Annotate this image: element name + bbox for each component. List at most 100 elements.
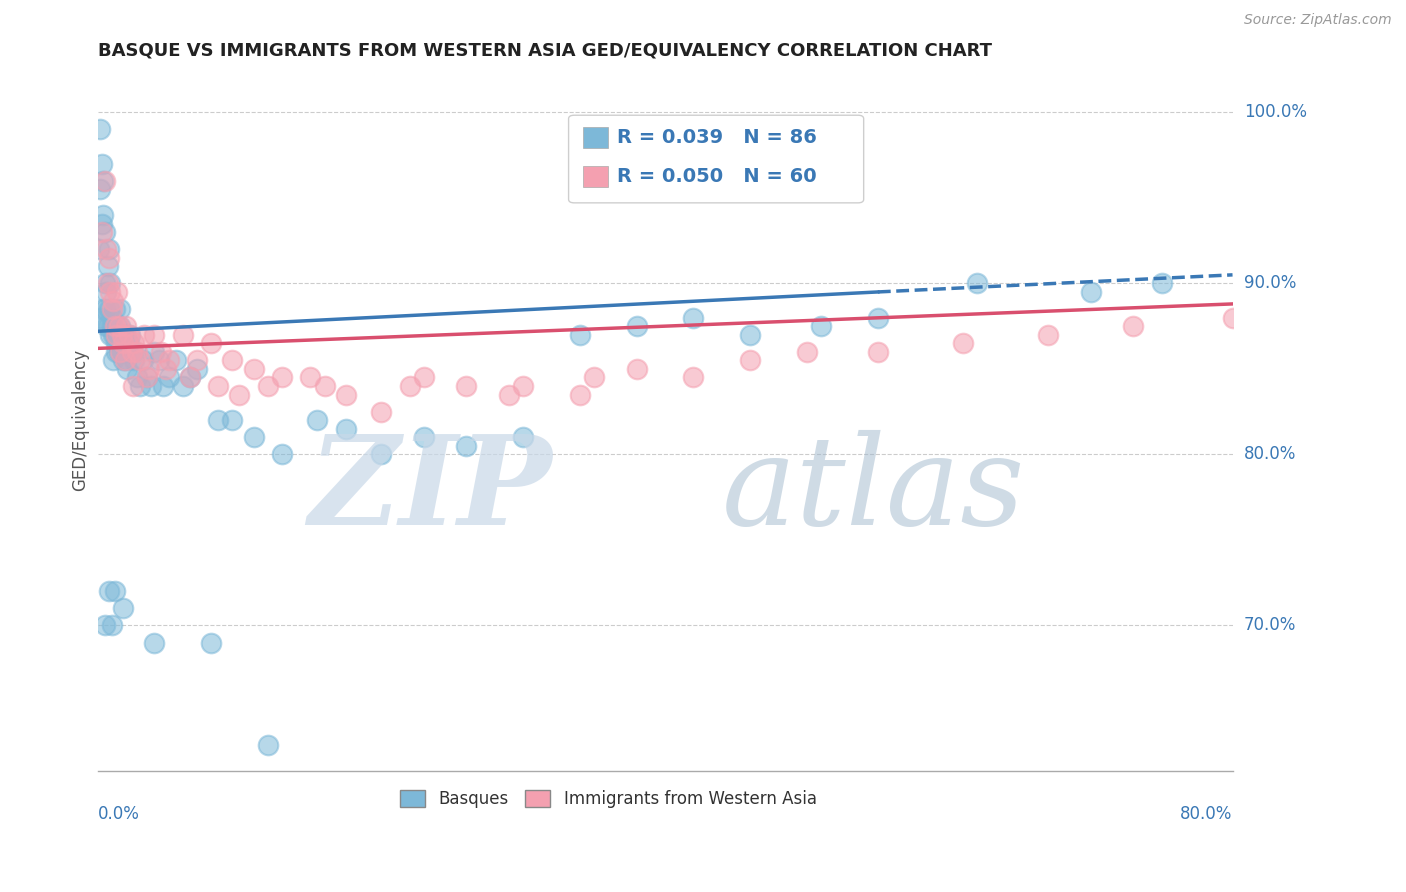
Point xyxy=(172,379,194,393)
Point xyxy=(93,301,115,316)
Point xyxy=(299,370,322,384)
Text: BASQUE VS IMMIGRANTS FROM WESTERN ASIA GED/EQUIVALENCY CORRELATION CHART: BASQUE VS IMMIGRANTS FROM WESTERN ASIA G… xyxy=(97,42,991,60)
Point xyxy=(124,336,146,351)
Text: 0.0%: 0.0% xyxy=(97,805,139,823)
Point xyxy=(122,379,145,393)
Point xyxy=(143,327,166,342)
Point xyxy=(105,336,128,351)
Point xyxy=(143,635,166,649)
Point xyxy=(172,327,194,342)
Point xyxy=(221,353,243,368)
Point xyxy=(370,447,392,461)
Point xyxy=(314,379,336,393)
FancyBboxPatch shape xyxy=(568,115,863,202)
Point xyxy=(108,344,131,359)
Point xyxy=(91,208,114,222)
Point xyxy=(129,353,152,368)
Point xyxy=(97,242,120,256)
Point xyxy=(111,344,134,359)
Point xyxy=(117,362,139,376)
Point xyxy=(101,327,124,342)
Point xyxy=(114,327,136,342)
Point xyxy=(97,251,120,265)
Point xyxy=(412,430,434,444)
Point xyxy=(112,601,135,615)
Point xyxy=(90,217,112,231)
Point xyxy=(110,301,132,316)
Point xyxy=(242,362,264,376)
Point xyxy=(101,293,124,308)
Point xyxy=(740,327,762,342)
Point xyxy=(740,353,762,368)
Point xyxy=(626,362,648,376)
Point xyxy=(398,379,420,393)
Point xyxy=(96,260,118,274)
Point xyxy=(866,344,889,359)
Point xyxy=(796,344,818,359)
Text: 70.0%: 70.0% xyxy=(1244,616,1296,634)
Point xyxy=(94,285,117,299)
Point xyxy=(271,370,294,384)
Point xyxy=(952,336,974,351)
Point xyxy=(136,370,159,384)
Point xyxy=(138,362,160,376)
Point xyxy=(91,174,114,188)
Point xyxy=(157,353,180,368)
Point xyxy=(98,327,121,342)
Point xyxy=(1150,277,1173,291)
Point xyxy=(100,301,122,316)
Point xyxy=(89,122,111,136)
Point xyxy=(129,379,152,393)
Point xyxy=(512,430,534,444)
Point xyxy=(104,584,127,599)
Point xyxy=(120,327,142,342)
Point xyxy=(966,277,988,291)
Point xyxy=(87,242,110,256)
Point xyxy=(98,285,121,299)
Text: Source: ZipAtlas.com: Source: ZipAtlas.com xyxy=(1244,13,1392,28)
Point xyxy=(112,353,135,368)
Point xyxy=(122,344,145,359)
Point xyxy=(100,618,122,632)
Point xyxy=(104,301,127,316)
Point xyxy=(335,422,357,436)
Point xyxy=(90,301,112,316)
Point xyxy=(118,327,141,342)
Point xyxy=(207,379,229,393)
Point xyxy=(105,344,128,359)
Point xyxy=(141,379,163,393)
Point xyxy=(104,327,127,342)
Bar xyxy=(583,128,609,148)
Point xyxy=(179,370,201,384)
Point xyxy=(110,344,132,359)
Y-axis label: GED/Equivalency: GED/Equivalency xyxy=(72,349,89,491)
Point xyxy=(121,344,143,359)
Point xyxy=(157,370,180,384)
Point xyxy=(108,327,131,342)
Point xyxy=(1080,285,1102,299)
Point xyxy=(1036,327,1059,342)
Point xyxy=(93,174,115,188)
Point xyxy=(111,327,134,342)
Point xyxy=(107,285,129,299)
Point xyxy=(1222,310,1244,325)
Point xyxy=(583,370,606,384)
Point xyxy=(568,387,591,401)
Point xyxy=(682,310,704,325)
Point xyxy=(242,430,264,444)
Point xyxy=(110,319,132,334)
Point xyxy=(118,336,141,351)
Point xyxy=(96,319,118,334)
Point xyxy=(335,387,357,401)
Point xyxy=(866,310,889,325)
Point xyxy=(112,336,135,351)
Point xyxy=(114,353,136,368)
Point xyxy=(114,344,136,359)
Point xyxy=(136,370,159,384)
Point xyxy=(207,413,229,427)
Point xyxy=(93,225,115,239)
Point xyxy=(682,370,704,384)
Point xyxy=(456,379,478,393)
Point xyxy=(94,242,117,256)
Point xyxy=(626,319,648,334)
